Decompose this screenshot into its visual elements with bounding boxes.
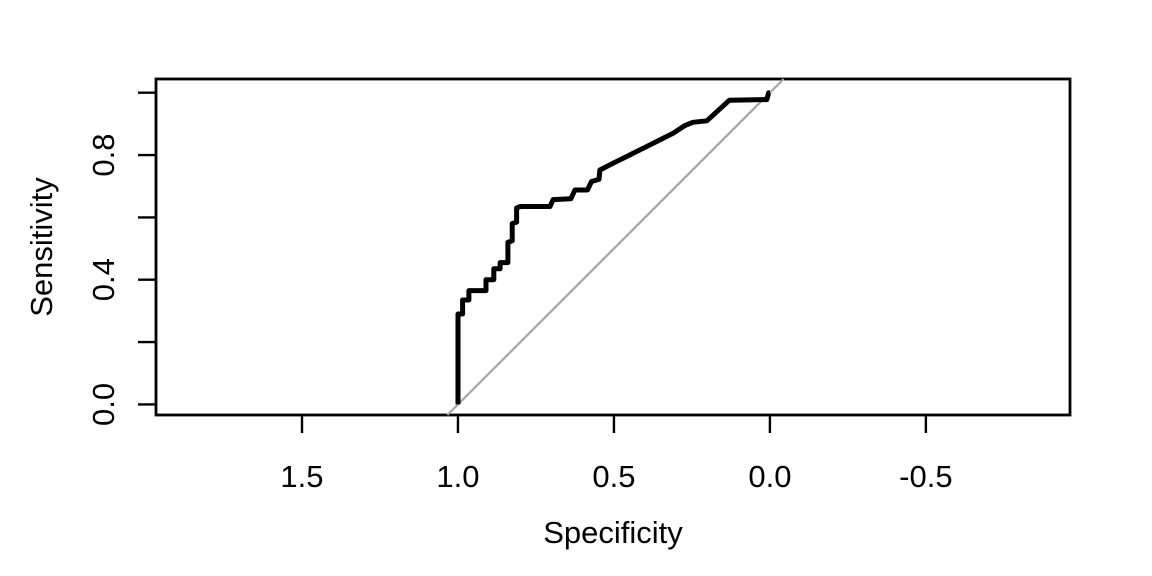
x-tick-label: 1.0 xyxy=(436,459,479,494)
x-tick-label: 0.5 xyxy=(592,459,635,494)
y-axis-title: Sensitivity xyxy=(24,177,59,317)
y-tick-label: 0.0 xyxy=(86,383,121,426)
chance-diagonal-line xyxy=(446,78,785,416)
x-tick-label: -0.5 xyxy=(899,459,952,494)
roc-curve-line xyxy=(455,90,772,405)
series-group xyxy=(446,78,785,416)
x-tick-label: 1.5 xyxy=(280,459,323,494)
x-tick-label: 0.0 xyxy=(748,459,791,494)
x-axis-title: Specificity xyxy=(543,515,683,550)
y-tick-label: 0.4 xyxy=(86,258,121,301)
plot-box xyxy=(154,77,1072,417)
x-axis-ticks: 1.5 1.0 0.5 0.0 -0.5 xyxy=(280,415,953,494)
y-axis-ticks: 0.0 0.4 0.8 xyxy=(86,91,156,426)
y-tick-label: 0.8 xyxy=(86,133,121,176)
